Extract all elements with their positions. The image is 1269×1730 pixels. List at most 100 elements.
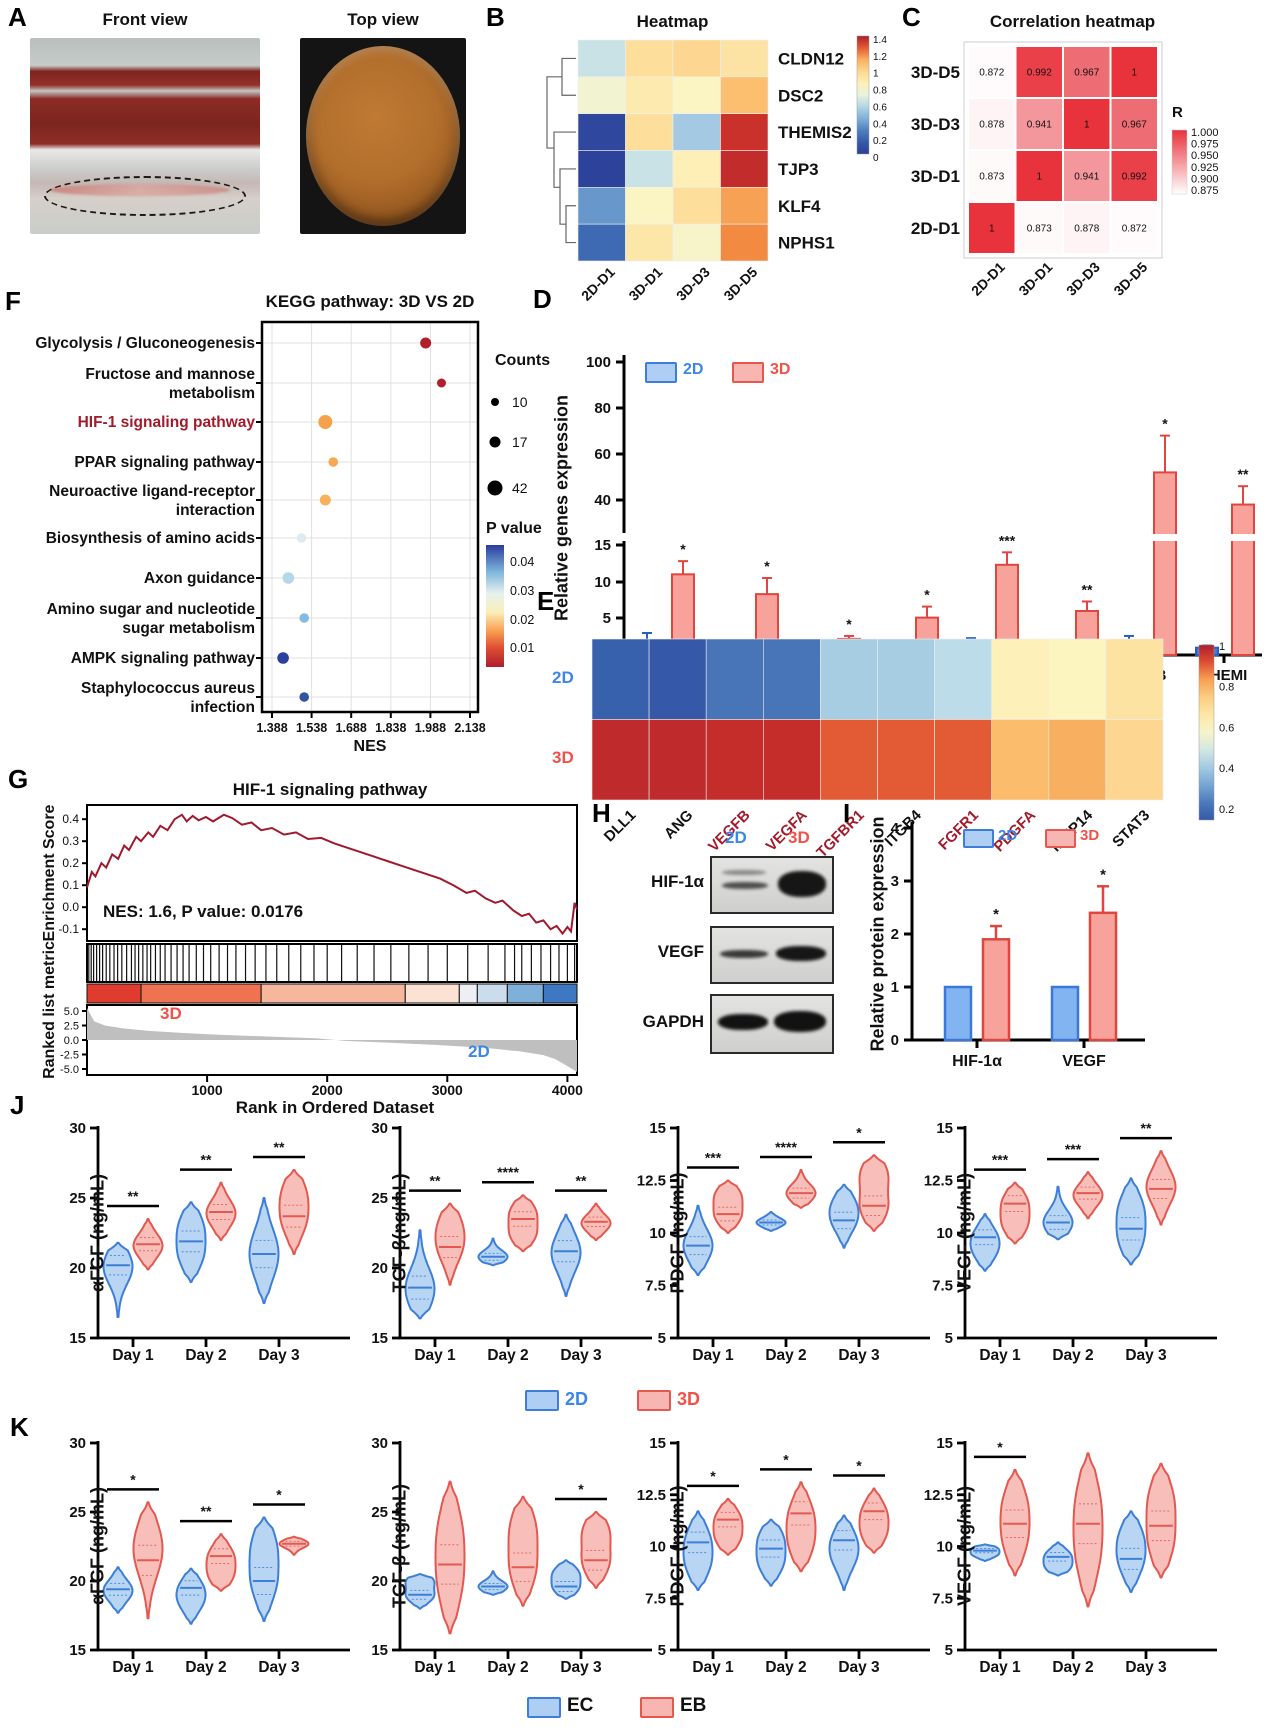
svg-text:25: 25 — [371, 1190, 388, 1207]
svg-text:20: 20 — [371, 1260, 388, 1277]
svg-text:Day 2: Day 2 — [487, 1659, 528, 1676]
svg-text:Day 2: Day 2 — [1052, 1347, 1093, 1364]
svg-text:3000: 3000 — [432, 1082, 463, 1098]
blot-row-gapdh: GAPDH — [642, 1012, 704, 1031]
svg-text:2.5: 2.5 — [64, 1021, 79, 1033]
svg-text:Glycolysis / Gluconeogenesis: Glycolysis / Gluconeogenesis — [35, 335, 255, 352]
svg-text:1.4: 1.4 — [873, 35, 887, 46]
panel-j-swatch-2d — [525, 1390, 559, 1411]
panel-j-legend-2d: 2D — [565, 1389, 589, 1409]
svg-text:15: 15 — [371, 1642, 388, 1659]
blot-band — [774, 1011, 826, 1032]
svg-text:1.538: 1.538 — [296, 721, 327, 735]
svg-text:1: 1 — [891, 979, 899, 996]
svg-text:0.4: 0.4 — [873, 119, 887, 130]
svg-text:1.2: 1.2 — [873, 52, 887, 63]
svg-text:Day 1: Day 1 — [112, 1659, 154, 1676]
panel-d-letter: D — [533, 284, 552, 314]
svg-text:Day 1: Day 1 — [692, 1347, 734, 1364]
svg-text:*: * — [1100, 866, 1106, 883]
gsea-xlabel: Rank in Ordered Dataset — [235, 1098, 435, 1117]
svg-text:2: 2 — [891, 926, 899, 943]
svg-text:infection: infection — [190, 699, 255, 716]
svg-text:DSC2: DSC2 — [778, 86, 823, 105]
panel-c-heatmap: 0.872 0.992 0.967 1 0.878 0.941 1 0.967 0.873 1 0.… — [911, 41, 1219, 299]
svg-text:*: * — [1162, 416, 1168, 432]
svg-text:STAT3: STAT3 — [1109, 807, 1153, 851]
svg-text:15: 15 — [371, 1330, 388, 1347]
svg-text:0.04: 0.04 — [510, 555, 534, 569]
svg-text:***: *** — [999, 532, 1016, 548]
panel-i-swatch-3d — [1045, 829, 1076, 848]
panel-d-bar-chart: 100806040151050************TJP1TSC1KLF4L… — [586, 354, 1262, 684]
svg-text:15: 15 — [936, 1435, 953, 1452]
svg-text:THEMIS2: THEMIS2 — [778, 123, 852, 142]
svg-text:30: 30 — [371, 1120, 388, 1137]
svg-text:2.138: 2.138 — [454, 721, 485, 735]
svg-text:5: 5 — [658, 1642, 666, 1659]
legend-swatch-2d — [645, 362, 677, 383]
svg-text:Day 1: Day 1 — [979, 1659, 1021, 1676]
svg-text:15: 15 — [649, 1120, 666, 1137]
gsea-metric-ylabel: Ranked list metric — [41, 941, 58, 1079]
svg-text:25: 25 — [371, 1504, 388, 1521]
panel-j-violin-row: 30 25 20 15 Day 1 ** Day 2 ** Day 3 ** 30 25 20 15 Day… — [69, 1120, 1217, 1364]
gsea-title: HIF-1 signaling pathway — [232, 780, 428, 799]
svg-text:**: ** — [576, 1173, 587, 1189]
blot-hif1a — [710, 856, 834, 914]
tissue-outline-ellipse — [44, 176, 246, 216]
svg-text:*: * — [993, 906, 999, 923]
legend-label-3d: 3D — [770, 361, 791, 378]
svg-text:12.5: 12.5 — [924, 1487, 953, 1504]
pvalue-legend-title: P value — [486, 520, 542, 537]
svg-text:0.2: 0.2 — [873, 136, 887, 147]
svg-text:0.02: 0.02 — [510, 613, 534, 627]
svg-text:0.967: 0.967 — [1074, 68, 1099, 79]
svg-text:10: 10 — [594, 574, 611, 591]
top-view-title: Top view — [347, 10, 419, 29]
svg-text:****: **** — [497, 1164, 519, 1180]
svg-text:15: 15 — [594, 537, 611, 554]
svg-text:*: * — [846, 616, 852, 632]
svg-text:7.5: 7.5 — [932, 1278, 953, 1295]
svg-text:0.1: 0.1 — [62, 878, 79, 892]
blot-gapdh — [710, 994, 834, 1054]
panel-e-letter: E — [537, 586, 555, 616]
svg-text:2D-D1: 2D-D1 — [968, 259, 1008, 299]
svg-text:0.0: 0.0 — [62, 900, 79, 914]
svg-text:*: * — [680, 541, 686, 557]
counts-legend-title: Counts — [495, 352, 551, 369]
svg-text:Fructose and mannose: Fructose and mannose — [85, 366, 255, 383]
svg-text:**: ** — [201, 1152, 212, 1168]
svg-text:Day 1: Day 1 — [692, 1659, 734, 1676]
blot-band — [776, 946, 826, 961]
svg-text:3D-D3: 3D-D3 — [911, 115, 960, 134]
svg-text:Day 3: Day 3 — [838, 1347, 880, 1364]
panel-i-swatch-2d — [963, 829, 994, 848]
svg-text:Day 2: Day 2 — [487, 1347, 528, 1364]
svg-text:*: * — [856, 1124, 862, 1140]
panel-i-letter: I — [843, 798, 851, 828]
svg-text:Day 3: Day 3 — [560, 1347, 602, 1364]
svg-text:4: 4 — [891, 820, 900, 837]
panel-e-row-3d: 3D — [552, 748, 574, 767]
panel-k-legend-eb: EB — [680, 1695, 707, 1716]
svg-text:Day 3: Day 3 — [258, 1659, 300, 1676]
panel-j-ylabel-pdgf: PDGF (ng/mL) — [667, 1172, 688, 1294]
blot-band — [722, 870, 766, 875]
svg-text:4000: 4000 — [552, 1082, 583, 1098]
svg-text:*: * — [578, 1481, 584, 1497]
panel-k-swatch-eb — [640, 1697, 674, 1718]
svg-text:*: * — [924, 587, 930, 603]
panel-k-swatch-ec — [527, 1697, 561, 1718]
svg-text:5: 5 — [945, 1642, 953, 1659]
svg-text:5: 5 — [603, 610, 611, 627]
panel-i-label-2d: 2D — [998, 827, 1018, 844]
svg-text:0.01: 0.01 — [510, 641, 534, 655]
svg-text:*: * — [276, 1487, 282, 1503]
svg-text:-0.1: -0.1 — [58, 922, 79, 936]
svg-text:***: *** — [705, 1150, 722, 1166]
